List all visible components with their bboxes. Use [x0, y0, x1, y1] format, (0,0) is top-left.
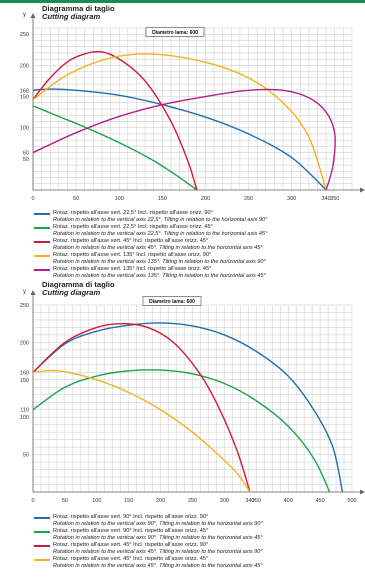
title-panel-2: Diagramma di taglio: [42, 280, 115, 289]
x-tick-label: 100: [92, 498, 101, 504]
x-tick-label: 350: [252, 498, 261, 504]
y-axis-arrow: [30, 290, 36, 295]
legend-label-it: Rotaz. rispetto all'asse vert. 22,5° Inc…: [53, 210, 213, 216]
y-tick-label: 150: [20, 95, 29, 101]
y-tick-label: 100: [20, 415, 29, 421]
legend-swatch: [34, 255, 50, 257]
x-tick-label: 250: [188, 498, 197, 504]
x-tick-label: 100: [115, 196, 124, 202]
subtitle-panel-2: Cutting diagram: [42, 288, 101, 297]
legend-swatch: [34, 269, 50, 271]
y-tick-label: 160: [20, 370, 29, 376]
legend-label-it: Rotaz. rispetto all'asse vert. 135° Incl…: [53, 266, 212, 272]
x-tick-label: 200: [201, 196, 210, 202]
legend-label-en: Rotation in relation to the vertical axi…: [53, 258, 266, 265]
series-line-yellow: [32, 369, 251, 493]
x-tick-label: 50: [62, 498, 68, 504]
x-tick-label: 300: [220, 498, 229, 504]
legend-item: Rotaz. rispetto all'asse vert. 22,5° Inc…: [34, 210, 364, 228]
x-tick-label: 0: [31, 498, 34, 504]
y-axis-label: y: [23, 12, 26, 18]
x-tick-label: 500: [347, 498, 356, 504]
legend-item: Rotaz. rispetto all'asse vert. 45° Incl.…: [34, 542, 364, 560]
legend-item: Rotaz. rispetto all'asse vert. 45° Incl.…: [34, 556, 364, 574]
series-line-yellow: [32, 53, 327, 191]
title-panel-1: Diagramma di taglio: [42, 4, 115, 13]
legend-label-en: Rotation in relation to the vertical axi…: [53, 230, 268, 237]
x-axis-arrow: [360, 489, 365, 495]
legend-swatch: [34, 545, 50, 547]
legend-swatch: [34, 213, 50, 215]
series-line-red: [32, 50, 198, 191]
x-tick-label: 300: [287, 196, 296, 202]
series-line-green: [32, 105, 198, 191]
y-tick-label: 250: [20, 32, 29, 38]
x-tick-label: 450: [316, 498, 325, 504]
y-tick-label: 200: [20, 340, 29, 346]
y-tick-label: 250: [20, 303, 29, 309]
legend-label-en: Rotation in relation to the vertical axi…: [53, 548, 263, 555]
legend-label-en: Rotation in relation to the vertical axi…: [53, 562, 263, 569]
x-axis-arrow: [360, 187, 365, 193]
x-tick-label: 340: [322, 196, 331, 202]
x-tick-label: 0: [31, 196, 34, 202]
legend-item: Rotaz. rispetto all'asse vert. 45° Incl.…: [34, 238, 364, 256]
y-tick-label: 200: [20, 63, 29, 69]
y-tick-label: 110: [20, 408, 29, 414]
legend-swatch: [34, 559, 50, 561]
x-tick-label: 150: [124, 498, 133, 504]
legend-swatch: [34, 227, 50, 229]
legend-label-en: Rotation in relation to the vertical axi…: [53, 520, 263, 527]
legend-item: Rotaz. rispetto all'asse vert. 90° Incl.…: [34, 528, 364, 546]
y-tick-label: 50: [23, 157, 29, 163]
legend-label-it: Rotaz. rispetto all'asse vert. 90° Incl.…: [53, 528, 209, 534]
legend-item: Rotaz. rispetto all'asse vert. 135° Incl…: [34, 266, 364, 284]
y-tick-label: 100: [20, 126, 29, 132]
y-tick-label: 50: [23, 453, 29, 459]
legend-swatch: [34, 241, 50, 243]
legend-label-it: Rotaz. rispetto all'asse vert. 45° Incl.…: [53, 556, 209, 562]
x-tick-label: 50: [73, 196, 79, 202]
legend-label-en: Rotation in relation to the vertical axi…: [53, 272, 266, 279]
legend-swatch: [34, 531, 50, 533]
y-tick-label: 150: [20, 378, 29, 384]
x-tick-label: 250: [244, 196, 253, 202]
grid: [32, 27, 353, 191]
legend-label-it: Rotaz. rispetto all'asse vert. 45° Incl.…: [53, 238, 209, 244]
cutting-diagram-chart-2: xy05010015020025030034035040045050050100…: [20, 289, 365, 504]
x-tick-label: 340: [245, 498, 254, 504]
x-tick-label: 400: [284, 498, 293, 504]
y-axis-label: y: [23, 289, 26, 295]
cutting-diagram-chart-1: xy05010015020025030034035050601001501602…: [20, 12, 365, 202]
blade-diameter-label: Diametro lama: 600: [152, 30, 198, 36]
legend-label-en: Rotation in relation to the vertical axi…: [53, 244, 263, 251]
series-line-green: [32, 369, 331, 493]
legend-label-it: Rotaz. rispetto all'asse vert. 22,5° Inc…: [53, 224, 213, 230]
x-tick-label: 350: [330, 196, 339, 202]
subtitle-panel-1: Cutting diagram: [42, 12, 101, 21]
legend-item: Rotaz. rispetto all'asse vert. 135° Incl…: [34, 252, 364, 270]
y-tick-label: 160: [20, 88, 29, 94]
x-tick-label: 200: [156, 498, 165, 504]
legend-label-it: Rotaz. rispetto all'asse vert. 90° Incl.…: [53, 514, 209, 520]
series-line-magenta: [32, 88, 336, 191]
legend-label-en: Rotation in relation to the vertical axi…: [53, 534, 263, 541]
blade-diameter-box: [142, 296, 202, 306]
y-axis-arrow: [30, 13, 36, 18]
legend-swatch: [34, 517, 50, 519]
legend-label-it: Rotaz. rispetto all'asse vert. 135° Incl…: [53, 252, 212, 258]
x-tick-label: 150: [158, 196, 167, 202]
series-line-red: [32, 322, 251, 493]
blade-diameter-label: Diametro lama: 600: [149, 299, 195, 305]
legend-label-it: Rotaz. rispetto all'asse vert. 45° Incl.…: [53, 542, 209, 548]
legend-item: Rotaz. rispetto all'asse vert. 90° Incl.…: [34, 514, 364, 532]
top-accent-line: [0, 0, 365, 3]
series-line-blue: [32, 322, 344, 493]
legend-item: Rotaz. rispetto all'asse vert. 22,5° Inc…: [34, 224, 364, 242]
blade-diameter-box: [145, 27, 205, 37]
y-tick-label: 60: [23, 151, 29, 157]
legend-label-en: Rotation in relation to the vertical axi…: [53, 216, 268, 223]
